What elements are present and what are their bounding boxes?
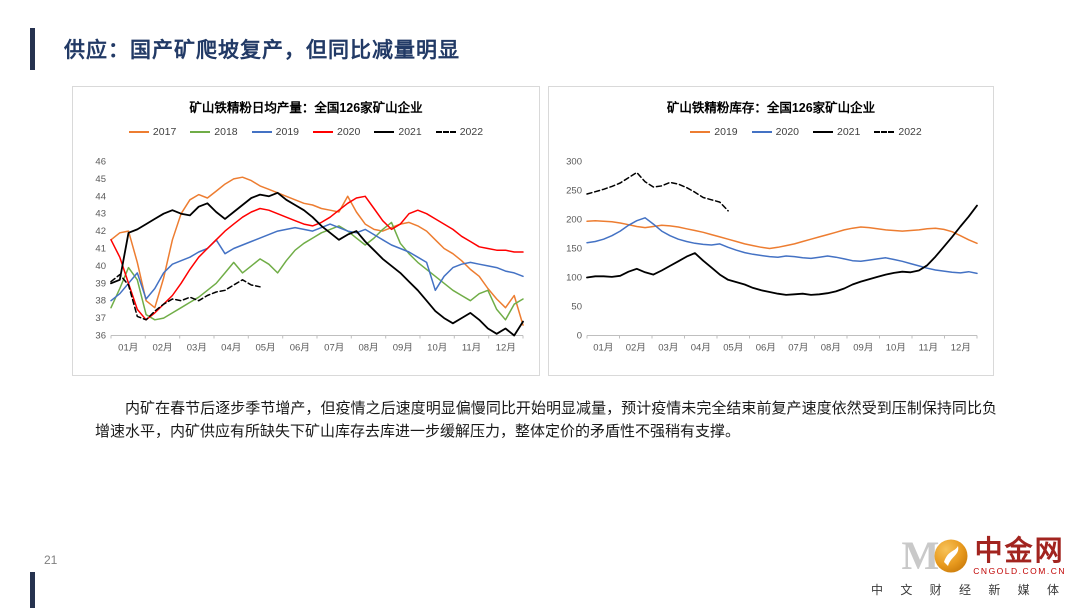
legend-item-2020: 2020 bbox=[313, 126, 360, 138]
legend-label: 2020 bbox=[775, 126, 799, 138]
legend-line-sample bbox=[313, 131, 333, 133]
charts-row: 矿山铁精粉日均产量：全国126家矿山企业 2017 2018 2019 2020 202… bbox=[72, 86, 994, 376]
legend-item-2021: 2021 bbox=[374, 126, 422, 138]
svg-text:07月: 07月 bbox=[324, 343, 344, 354]
body-text: 内矿在春节后逐步季节增产，但疫情之后速度明显偏慢同比开始明显减量，预计疫情未完全… bbox=[95, 400, 997, 440]
svg-text:43: 43 bbox=[95, 209, 106, 220]
legend-item-2022: 2022 bbox=[874, 126, 922, 138]
svg-text:10月: 10月 bbox=[886, 343, 906, 354]
svg-text:45: 45 bbox=[95, 174, 106, 185]
svg-text:04月: 04月 bbox=[221, 343, 241, 354]
inventory-chart-legend: 2019 2020 2021 2022 bbox=[553, 126, 989, 138]
logo-name: 中金网 bbox=[974, 534, 1065, 566]
svg-text:41: 41 bbox=[95, 244, 106, 255]
production-chart-legend: 2017 2018 2019 2020 2021 2022 bbox=[77, 126, 535, 138]
svg-text:01月: 01月 bbox=[118, 343, 138, 354]
production-chart: 矿山铁精粉日均产量：全国126家矿山企业 2017 2018 2019 2020 202… bbox=[72, 86, 540, 376]
slide-title: 供应：国产矿爬坡复产，但同比减量明显 bbox=[64, 39, 460, 62]
svg-text:36: 36 bbox=[95, 331, 106, 342]
legend-item-2022: 2022 bbox=[435, 126, 484, 138]
legend-item-2019: 2019 bbox=[251, 126, 299, 138]
logo-domain: CNGOLD.COM.CN bbox=[973, 565, 1066, 576]
svg-text:0: 0 bbox=[577, 331, 582, 342]
svg-text:05月: 05月 bbox=[723, 343, 743, 354]
bottom-accent-bar bbox=[30, 572, 35, 608]
logo-row: M 中金网 CNGOLD.COM.CN bbox=[902, 536, 1066, 576]
svg-text:01月: 01月 bbox=[593, 343, 613, 354]
svg-text:08月: 08月 bbox=[821, 343, 841, 354]
svg-text:09月: 09月 bbox=[853, 343, 873, 354]
legend-label: 2017 bbox=[152, 126, 177, 138]
legend-label: 2021 bbox=[398, 126, 422, 138]
svg-text:50: 50 bbox=[571, 302, 582, 313]
logo-block: M 中金网 CNGOLD.COM.CN 中 文 财 经 新 媒 体 bbox=[871, 536, 1066, 598]
svg-text:37: 37 bbox=[95, 313, 106, 324]
svg-text:11月: 11月 bbox=[462, 343, 481, 354]
inventory-chart: 矿山铁精粉库存：全国126家矿山企业 2019 2020 2021 2022 0 50 1… bbox=[548, 86, 994, 376]
svg-text:08月: 08月 bbox=[358, 343, 378, 354]
svg-text:06月: 06月 bbox=[290, 343, 310, 354]
svg-text:12月: 12月 bbox=[951, 343, 971, 354]
legend-line-sample bbox=[813, 131, 833, 133]
legend-label: 2018 bbox=[214, 126, 238, 138]
svg-text:10月: 10月 bbox=[427, 343, 447, 354]
legend-label: 2021 bbox=[837, 126, 861, 138]
svg-text:200: 200 bbox=[566, 215, 582, 226]
production-chart-title: 矿山铁精粉日均产量：全国126家矿山企业 bbox=[189, 101, 423, 115]
svg-text:100: 100 bbox=[566, 273, 582, 284]
legend-label: 2022 bbox=[898, 126, 922, 138]
svg-text:12月: 12月 bbox=[496, 343, 516, 354]
legend-label: 2019 bbox=[714, 126, 738, 138]
legend-item-2021: 2021 bbox=[813, 126, 860, 138]
legend-line-sample bbox=[128, 131, 149, 133]
watermark-text: M bbox=[901, 533, 940, 578]
svg-text:06月: 06月 bbox=[756, 343, 776, 354]
legend-line-sample bbox=[190, 131, 211, 133]
legend-line-sample bbox=[690, 131, 711, 133]
title-accent-bar bbox=[30, 28, 35, 70]
legend-line-sample bbox=[251, 131, 272, 133]
legend-label: 2022 bbox=[459, 126, 484, 138]
svg-text:150: 150 bbox=[566, 244, 582, 255]
svg-text:04月: 04月 bbox=[691, 343, 711, 354]
legend-label: 2020 bbox=[337, 126, 361, 138]
svg-text:46: 46 bbox=[95, 157, 106, 168]
inventory-chart-title: 矿山铁精粉库存：全国126家矿山企业 bbox=[666, 101, 876, 115]
legend-line-sample bbox=[435, 131, 456, 133]
logo-text: 中金网 CNGOLD.COM.CN bbox=[973, 534, 1066, 576]
gold-circle-swirl-icon bbox=[934, 539, 968, 573]
logo-tagline: 中 文 财 经 新 媒 体 bbox=[870, 583, 1066, 597]
svg-text:05月: 05月 bbox=[255, 343, 275, 354]
svg-text:44: 44 bbox=[95, 191, 106, 202]
svg-text:39: 39 bbox=[95, 278, 106, 289]
svg-text:02月: 02月 bbox=[152, 343, 172, 354]
svg-text:11月: 11月 bbox=[919, 343, 938, 354]
svg-text:02月: 02月 bbox=[626, 343, 646, 354]
legend-item-2020: 2020 bbox=[751, 126, 799, 138]
svg-text:40: 40 bbox=[95, 261, 106, 272]
svg-text:42: 42 bbox=[95, 226, 106, 237]
legend-line-sample bbox=[374, 131, 395, 133]
legend-item-2017: 2017 bbox=[128, 126, 177, 138]
inventory-chart-plot: 0 50 100 150 200 250 300 01月 02月 03月 04月 05月 06月 07月 0… bbox=[566, 157, 978, 354]
page-number: 21 bbox=[44, 553, 58, 567]
legend-item-2019: 2019 bbox=[690, 126, 738, 138]
svg-text:09月: 09月 bbox=[393, 343, 413, 354]
legend-label: 2019 bbox=[275, 126, 299, 138]
svg-text:03月: 03月 bbox=[658, 343, 678, 354]
production-chart-plot: 36 37 38 39 40 41 42 43 44 45 46 01月 02月 03月 04月 05月 06月… bbox=[95, 157, 524, 354]
svg-text:07月: 07月 bbox=[788, 343, 808, 354]
svg-text:300: 300 bbox=[566, 157, 582, 168]
svg-text:250: 250 bbox=[566, 186, 582, 197]
svg-text:03月: 03月 bbox=[187, 343, 207, 354]
legend-line-sample bbox=[874, 131, 895, 133]
legend-line-sample bbox=[751, 131, 772, 133]
svg-text:38: 38 bbox=[95, 296, 106, 307]
legend-item-2018: 2018 bbox=[190, 126, 238, 138]
